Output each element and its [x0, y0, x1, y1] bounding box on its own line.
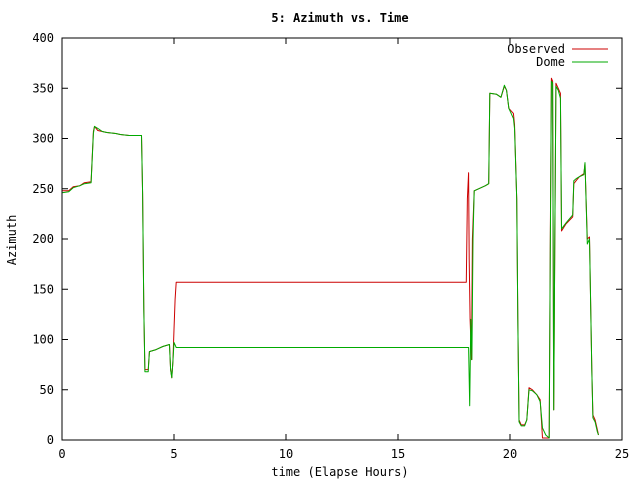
legend-label-observed: Observed: [507, 42, 565, 56]
y-tick-label: 350: [32, 81, 54, 95]
y-tick-label: 50: [40, 383, 54, 397]
x-tick-label: 10: [279, 447, 293, 461]
plot-area: [61, 77, 599, 439]
x-tick-label: 0: [58, 447, 65, 461]
chart-title: 5: Azimuth vs. Time: [271, 11, 408, 25]
y-tick-label: 100: [32, 333, 54, 347]
y-tick-label: 150: [32, 282, 54, 296]
x-tick-label: 15: [391, 447, 405, 461]
x-tick-label: 5: [170, 447, 177, 461]
legend-label-dome: Dome: [536, 55, 565, 69]
x-tick-label: 25: [615, 447, 629, 461]
series-line-dome: [61, 80, 599, 439]
y-tick-label: 400: [32, 31, 54, 45]
y-tick-label: 0: [47, 433, 54, 447]
y-tick-label: 200: [32, 232, 54, 246]
y-axis-label: Azimuth: [5, 215, 19, 266]
y-tick-label: 250: [32, 182, 54, 196]
x-axis-label: time (Elapse Hours): [271, 465, 408, 479]
x-tick-label: 20: [503, 447, 517, 461]
y-tick-label: 300: [32, 132, 54, 146]
